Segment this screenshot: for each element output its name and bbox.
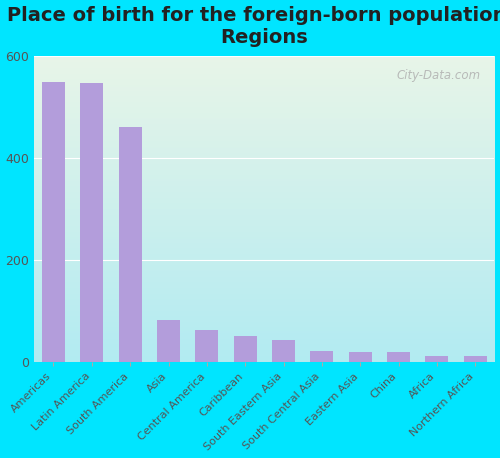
Bar	[234, 337, 256, 362]
Bar	[387, 352, 410, 362]
Bar	[464, 356, 487, 362]
Bar	[426, 356, 448, 362]
Bar	[118, 127, 142, 362]
Title: Place of birth for the foreign-born population -
Regions: Place of birth for the foreign-born popu…	[7, 5, 500, 47]
Bar	[157, 320, 180, 362]
Bar	[272, 340, 295, 362]
Bar	[310, 351, 334, 362]
Bar	[80, 83, 104, 362]
Bar	[42, 82, 65, 362]
Bar	[348, 352, 372, 362]
Text: City-Data.com: City-Data.com	[396, 69, 480, 82]
Bar	[196, 330, 218, 362]
